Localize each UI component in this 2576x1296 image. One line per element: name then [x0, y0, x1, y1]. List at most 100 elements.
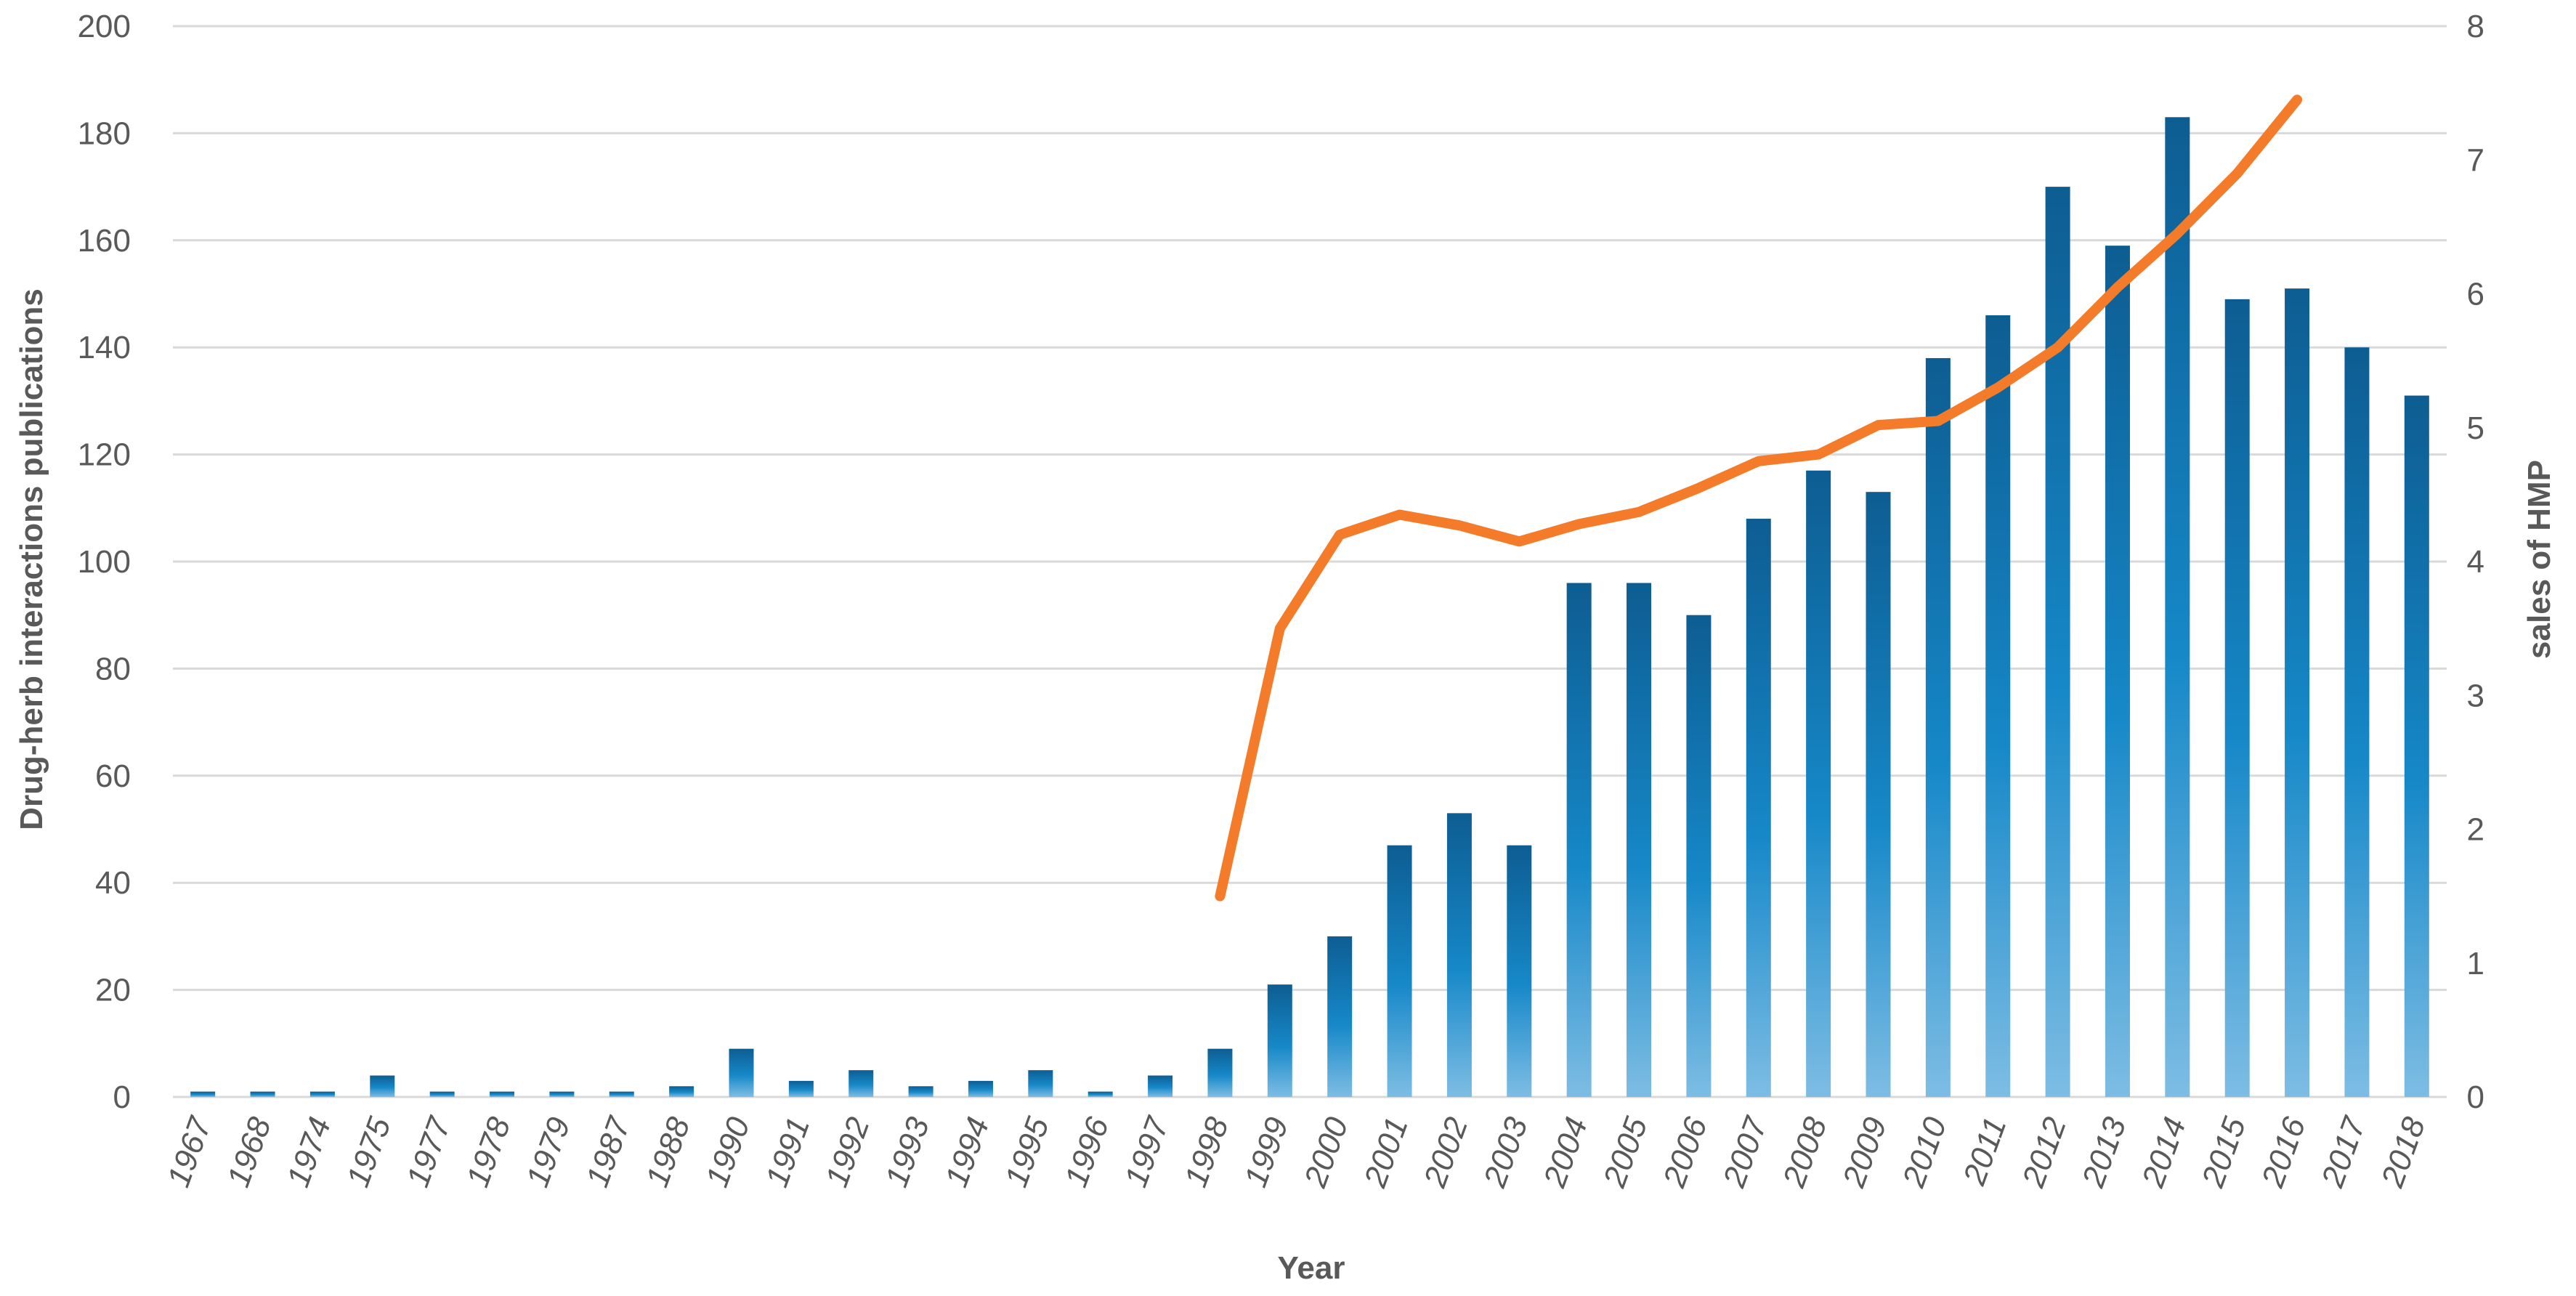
x-tick-label: 1968 [220, 1112, 278, 1191]
bar-2018 [2404, 395, 2429, 1097]
left-tick-label: 180 [78, 116, 131, 151]
left-tick-label: 140 [78, 330, 131, 365]
bar-1975 [370, 1075, 395, 1097]
x-tick-label: 1994 [939, 1113, 997, 1192]
bar-1994 [968, 1080, 993, 1097]
x-tick-label: 1975 [340, 1112, 398, 1191]
bar-1967 [190, 1091, 216, 1097]
right-tick-label: 6 [2467, 277, 2484, 312]
bar-2000 [1327, 936, 1353, 1097]
bar-1979 [549, 1091, 575, 1097]
bar-1998 [1207, 1048, 1233, 1097]
right-tick-label: 2 [2467, 812, 2484, 848]
bar-2004 [1566, 583, 1592, 1097]
left-tick-label: 0 [113, 1080, 131, 1115]
x-tick-label: 2010 [1895, 1112, 1953, 1192]
x-tick-label: 2016 [2255, 1112, 2313, 1192]
bar-1968 [250, 1091, 275, 1097]
x-tick-label: 2001 [1357, 1113, 1415, 1193]
bar-2014 [2165, 117, 2190, 1097]
right-tick-label: 3 [2467, 678, 2484, 713]
x-tick-label: 2004 [1536, 1113, 1595, 1193]
bar-1978 [490, 1091, 515, 1097]
bar-1996 [1087, 1091, 1113, 1097]
x-tick-label: 1979 [519, 1113, 578, 1192]
bar-2017 [2344, 347, 2370, 1098]
bar-1995 [1028, 1070, 1053, 1097]
right-axis-title: sales of HMP [2522, 460, 2557, 659]
x-tick-label: 1978 [460, 1112, 518, 1191]
bar-2016 [2285, 288, 2310, 1097]
bar-1988 [669, 1086, 694, 1097]
right-tick-label: 4 [2467, 544, 2484, 580]
bar-2009 [1866, 492, 1891, 1097]
x-tick-label: 2008 [1776, 1112, 1834, 1192]
bar-2003 [1507, 845, 1532, 1097]
x-tick-label: 1996 [1058, 1112, 1117, 1191]
left-axis-ticks: 0 20 40 60 80 100 120 140 160 180 200 [78, 9, 131, 1115]
left-tick-label: 160 [78, 223, 131, 259]
x-tick-label: 2011 [1956, 1113, 2014, 1191]
x-tick-label: 1987 [580, 1111, 638, 1191]
x-tick-label: 2017 [2314, 1111, 2373, 1192]
x-tick-label: 1991 [759, 1113, 817, 1192]
bar-1993 [908, 1086, 933, 1097]
right-tick-label: 1 [2467, 946, 2484, 981]
bar-1999 [1267, 984, 1292, 1097]
bar-1974 [309, 1091, 335, 1097]
bar-2015 [2224, 299, 2250, 1097]
x-tick-label: 2018 [2374, 1112, 2432, 1192]
bar-2002 [1446, 813, 1472, 1097]
x-tick-label: 2002 [1417, 1113, 1475, 1193]
x-tick-label: 1999 [1238, 1113, 1296, 1192]
line-series [1215, 94, 2303, 902]
x-tick-label: 2009 [1836, 1113, 1894, 1193]
x-tick-label: 1977 [400, 1111, 458, 1191]
x-tick-label: 2007 [1716, 1111, 1774, 1192]
x-tick-label: 2013 [2075, 1112, 2134, 1192]
bar-1992 [848, 1070, 874, 1097]
bar-2012 [2045, 187, 2070, 1098]
bar-2007 [1746, 519, 1771, 1097]
bar-1977 [429, 1091, 455, 1097]
right-axis-ticks: 0 1 2 3 4 5 6 7 8 [2467, 9, 2484, 1115]
bar-2010 [1925, 357, 1951, 1097]
x-axis-title: Year [1278, 1250, 1345, 1286]
left-tick-label: 100 [78, 544, 131, 580]
bar-1997 [1148, 1075, 1173, 1097]
x-tick-label: 2014 [2135, 1113, 2193, 1193]
bar-2001 [1387, 845, 1412, 1097]
bar-2011 [1985, 315, 2011, 1098]
left-tick-label: 120 [78, 437, 131, 473]
x-tick-label: 1967 [161, 1111, 219, 1191]
x-tick-label: 1974 [280, 1113, 339, 1192]
left-tick-label: 80 [95, 651, 131, 687]
bar-2013 [2105, 246, 2130, 1097]
left-tick-label: 40 [95, 865, 131, 901]
bar-1987 [609, 1091, 634, 1097]
x-tick-label: 2006 [1656, 1112, 1714, 1192]
left-axis-title: Drug-herb interactions publications [14, 288, 49, 830]
left-tick-label: 60 [95, 758, 131, 794]
x-tick-label: 1990 [699, 1112, 757, 1191]
x-tick-label: 2000 [1297, 1112, 1356, 1192]
sales-line [1215, 94, 2303, 902]
x-tick-label: 1997 [1118, 1111, 1176, 1191]
right-tick-label: 5 [2467, 410, 2484, 446]
left-tick-label: 20 [95, 973, 131, 1008]
x-tick-label: 1992 [819, 1113, 877, 1192]
x-tick-label: 2015 [2195, 1112, 2253, 1192]
right-tick-label: 8 [2467, 9, 2484, 44]
bar-1991 [788, 1080, 814, 1097]
bar-2008 [1806, 470, 1831, 1097]
bar-1990 [729, 1048, 754, 1097]
bar-2006 [1686, 615, 1712, 1097]
bar-2005 [1627, 583, 1652, 1097]
right-tick-label: 0 [2467, 1080, 2484, 1115]
x-tick-label: 1993 [878, 1112, 936, 1191]
x-tick-label: 2012 [2015, 1113, 2073, 1193]
x-tick-label: 1998 [1178, 1112, 1236, 1191]
bar-series [190, 117, 2429, 1098]
